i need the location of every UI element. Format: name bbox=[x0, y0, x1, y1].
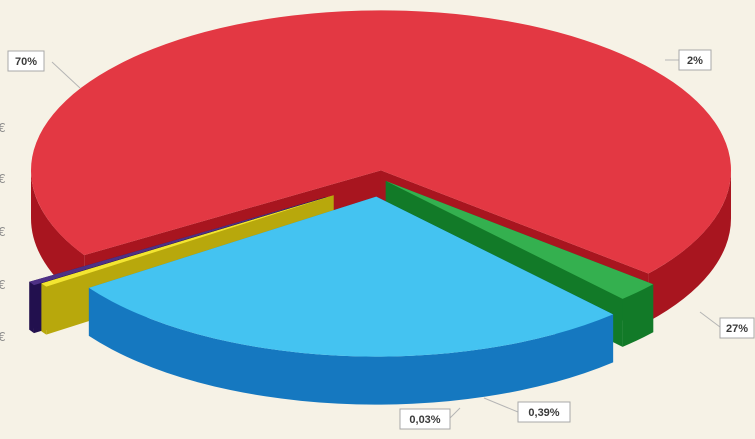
pie-slice-highlight bbox=[30, 10, 731, 274]
data-label-70-text: 70% bbox=[15, 56, 37, 68]
pie-slice-highlight bbox=[29, 197, 327, 286]
pie-slice-top bbox=[29, 197, 327, 286]
pie-slice-wall bbox=[622, 284, 654, 347]
pie-slice-wall bbox=[88, 287, 614, 405]
pie-slice-wall bbox=[41, 283, 47, 335]
data-label-2: 2% bbox=[678, 49, 712, 71]
data-label-27-text: 27% bbox=[726, 323, 748, 335]
leader-line-003 bbox=[449, 407, 461, 419]
pie-slice-highlight bbox=[88, 196, 614, 357]
left-edge-marks: € € € € € bbox=[0, 121, 6, 344]
data-label-70: 70% bbox=[7, 50, 45, 72]
leader-line-70 bbox=[51, 61, 81, 89]
pie-slice-wall bbox=[648, 170, 731, 322]
svg-text:€: € bbox=[0, 225, 6, 239]
pie-slice-top bbox=[88, 196, 614, 357]
data-label-003: 0,03% bbox=[399, 408, 451, 430]
pie-slice-27 bbox=[88, 196, 614, 405]
svg-text:€: € bbox=[0, 121, 6, 135]
data-label-003-text: 0,03% bbox=[409, 414, 440, 426]
data-label-039-text: 0,39% bbox=[528, 407, 559, 419]
data-label-27: 27% bbox=[719, 317, 755, 339]
pie-slice-wall bbox=[30, 170, 85, 304]
svg-text:€: € bbox=[0, 172, 6, 186]
slices-layer bbox=[29, 10, 731, 405]
pie-slice-top bbox=[41, 195, 334, 287]
pie-slice-top bbox=[30, 10, 731, 274]
data-label-2-text: 2% bbox=[687, 55, 703, 67]
pie-slice-top bbox=[385, 181, 654, 299]
pie-slice-highlight bbox=[41, 195, 334, 287]
leader-line-27 bbox=[699, 311, 721, 328]
pie-slice-wall bbox=[29, 281, 34, 334]
svg-text:€: € bbox=[0, 278, 6, 292]
data-label-039: 0,39% bbox=[517, 401, 571, 423]
pie-slice-highlight bbox=[385, 181, 654, 299]
pie-slice-70 bbox=[30, 10, 731, 322]
svg-text:€: € bbox=[0, 330, 6, 344]
leader-line-039 bbox=[483, 397, 519, 413]
